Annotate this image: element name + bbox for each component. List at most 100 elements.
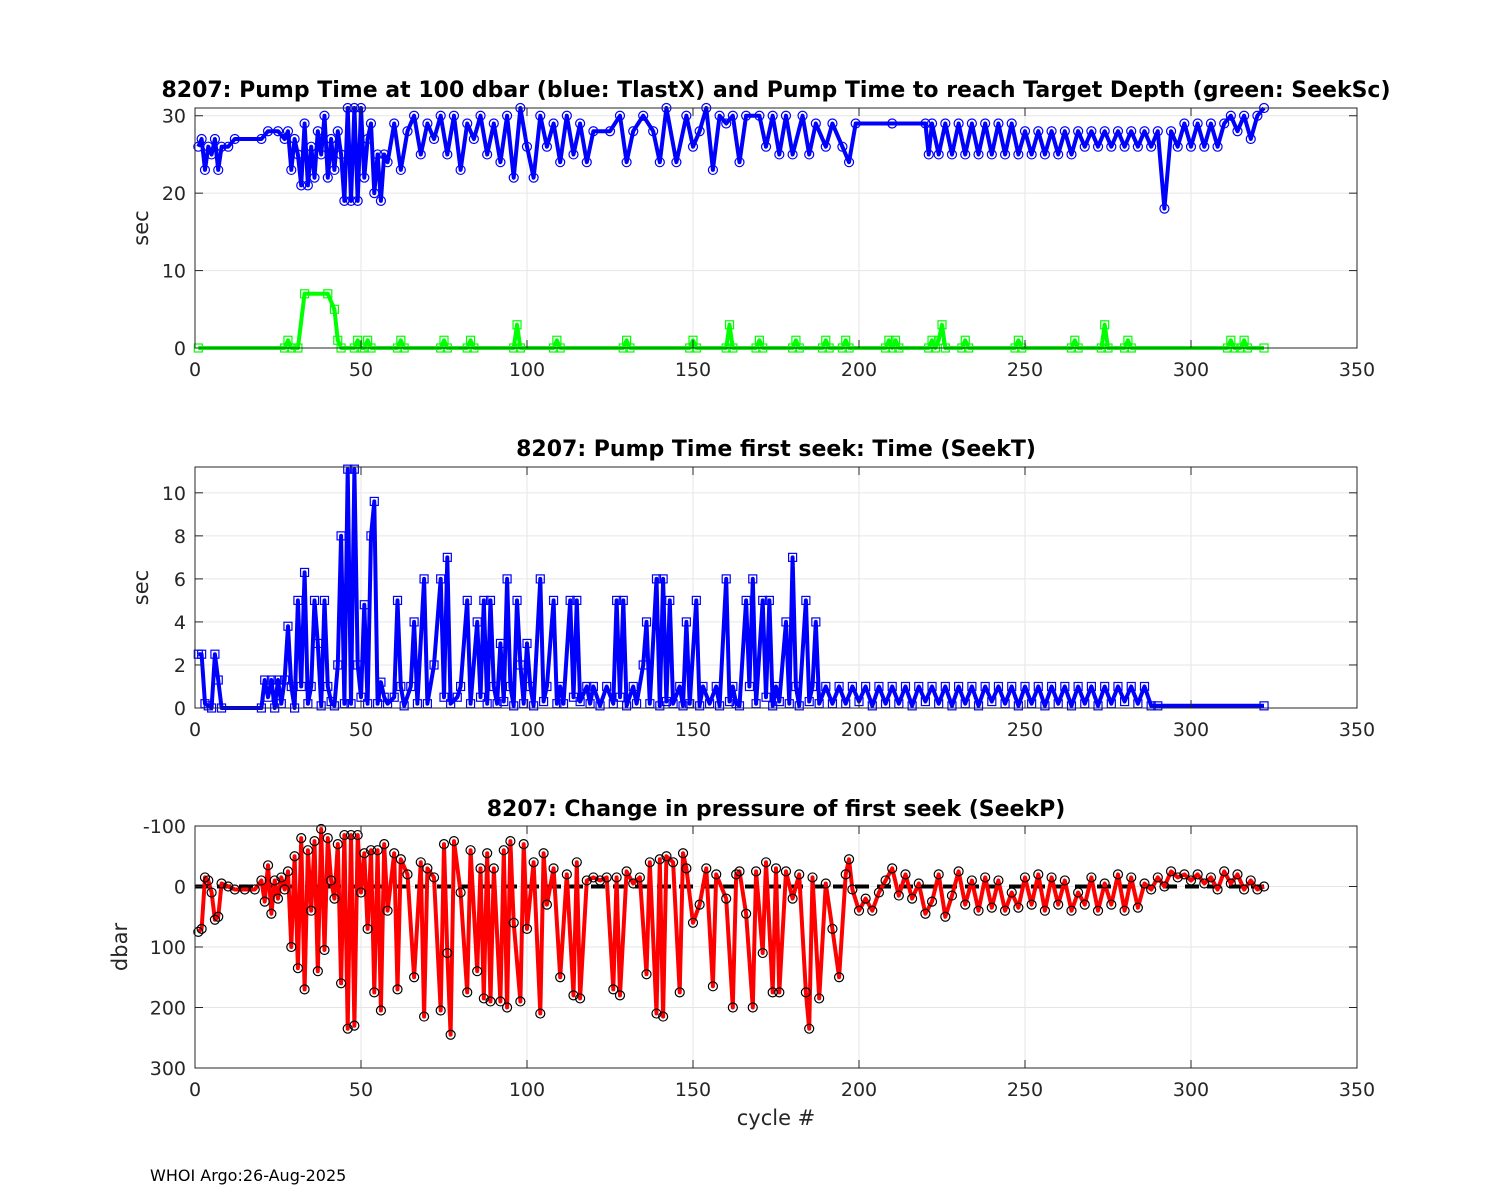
data-point: [1006, 118, 1017, 129]
data-point: [561, 869, 572, 880]
x-tick-label: 200: [841, 719, 877, 741]
data-point: [379, 839, 390, 850]
x-tick-label: 100: [509, 719, 545, 741]
data-point: [820, 878, 831, 889]
data-point: [422, 863, 433, 874]
data-point: [452, 692, 462, 702]
data-point: [674, 987, 685, 998]
data-point: [611, 872, 622, 883]
data-point: [953, 118, 964, 129]
data-point: [392, 595, 403, 606]
data-point: [428, 133, 440, 145]
data-point: [1040, 701, 1050, 711]
data-point: [1185, 141, 1197, 152]
data-point: [667, 857, 679, 868]
data-point: [724, 320, 735, 330]
data-point: [687, 141, 699, 152]
data-point: [239, 884, 250, 895]
data-point: [372, 149, 383, 160]
data-point: [923, 149, 934, 160]
chart-title: 8207: Pump Time at 100 dbar (blue: Tlast…: [161, 78, 1390, 103]
data-point: [538, 848, 549, 859]
data-point: [1199, 878, 1210, 889]
data-point: [628, 681, 638, 692]
y-tick-label: 10: [162, 483, 186, 505]
data-point: [336, 531, 346, 541]
data-point: [445, 1029, 456, 1040]
data-point: [229, 884, 240, 895]
data-point: [548, 863, 559, 874]
data-point: [1060, 681, 1070, 692]
data-point: [555, 972, 566, 983]
data-point: [199, 164, 211, 176]
data-point: [286, 164, 297, 176]
data-point: [1239, 110, 1250, 121]
data-point: [734, 701, 745, 711]
data-point: [1026, 899, 1037, 910]
data-point: [213, 675, 223, 685]
data-point: [1126, 126, 1137, 137]
data-point: [980, 681, 990, 692]
data-point: [525, 681, 535, 692]
data-point: [299, 118, 310, 129]
y-tick-label: 0: [174, 338, 186, 360]
data-point: [495, 157, 506, 168]
data-point: [365, 118, 377, 129]
data-point: [760, 857, 772, 868]
data-point: [651, 1008, 662, 1019]
data-point: [353, 660, 363, 670]
data-point: [555, 157, 566, 168]
data-point: [1006, 887, 1017, 898]
data-point: [1020, 681, 1030, 692]
chart-title: 8207: Change in pressure of first seek (…: [487, 797, 1066, 822]
data-point: [658, 574, 668, 584]
data-point: [675, 681, 685, 692]
data-point: [581, 875, 592, 886]
data-point: [953, 681, 964, 692]
data-point: [920, 696, 931, 707]
data-point: [1152, 872, 1163, 883]
data-point: [343, 464, 353, 474]
data-point: [462, 595, 472, 606]
data-point: [1132, 902, 1143, 913]
data-point: [887, 118, 898, 129]
data-point: [306, 905, 317, 916]
data-point: [926, 896, 938, 907]
y-tick-label: 20: [162, 183, 186, 205]
data-point: [508, 917, 519, 928]
data-point: [535, 110, 546, 121]
data-point: [316, 149, 327, 160]
data-point: [286, 681, 296, 692]
data-point: [1146, 141, 1157, 152]
data-point: [794, 701, 804, 711]
x-tick-label: 200: [841, 359, 877, 381]
data-point: [409, 972, 420, 983]
data-point: [409, 110, 420, 121]
data-point: [1212, 141, 1223, 152]
data-point: [521, 141, 533, 152]
series-line: [196, 827, 1265, 1037]
data-point: [309, 836, 320, 847]
data-point: [548, 595, 559, 606]
data-point: [316, 823, 327, 835]
data-point: [309, 172, 320, 183]
x-tick-label: 350: [1339, 1079, 1375, 1101]
data-point: [750, 866, 762, 877]
data-point: [734, 157, 745, 168]
x-tick-label: 50: [349, 359, 373, 381]
data-point: [418, 1011, 430, 1022]
data-point: [501, 1002, 513, 1013]
data-point: [509, 701, 519, 711]
data-point: [707, 981, 719, 992]
data-point: [309, 595, 320, 606]
y-tick-label: 4: [174, 612, 186, 634]
data-point: [1100, 681, 1110, 692]
data-point: [555, 681, 565, 692]
data-point: [379, 692, 389, 702]
data-point: [654, 157, 665, 168]
x-tick-label: 300: [1173, 1079, 1209, 1101]
data-point: [1033, 126, 1044, 137]
data-point: [1112, 869, 1124, 880]
data-point: [498, 845, 509, 856]
